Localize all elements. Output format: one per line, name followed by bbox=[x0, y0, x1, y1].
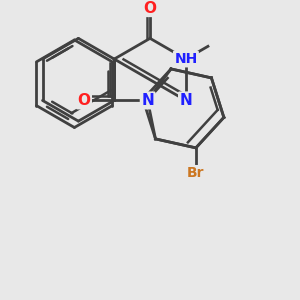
Text: O: O bbox=[144, 1, 157, 16]
Text: NH: NH bbox=[174, 52, 197, 66]
Text: N: N bbox=[179, 93, 192, 108]
Text: Br: Br bbox=[187, 166, 205, 180]
Text: N: N bbox=[141, 93, 154, 108]
Text: O: O bbox=[77, 93, 91, 108]
